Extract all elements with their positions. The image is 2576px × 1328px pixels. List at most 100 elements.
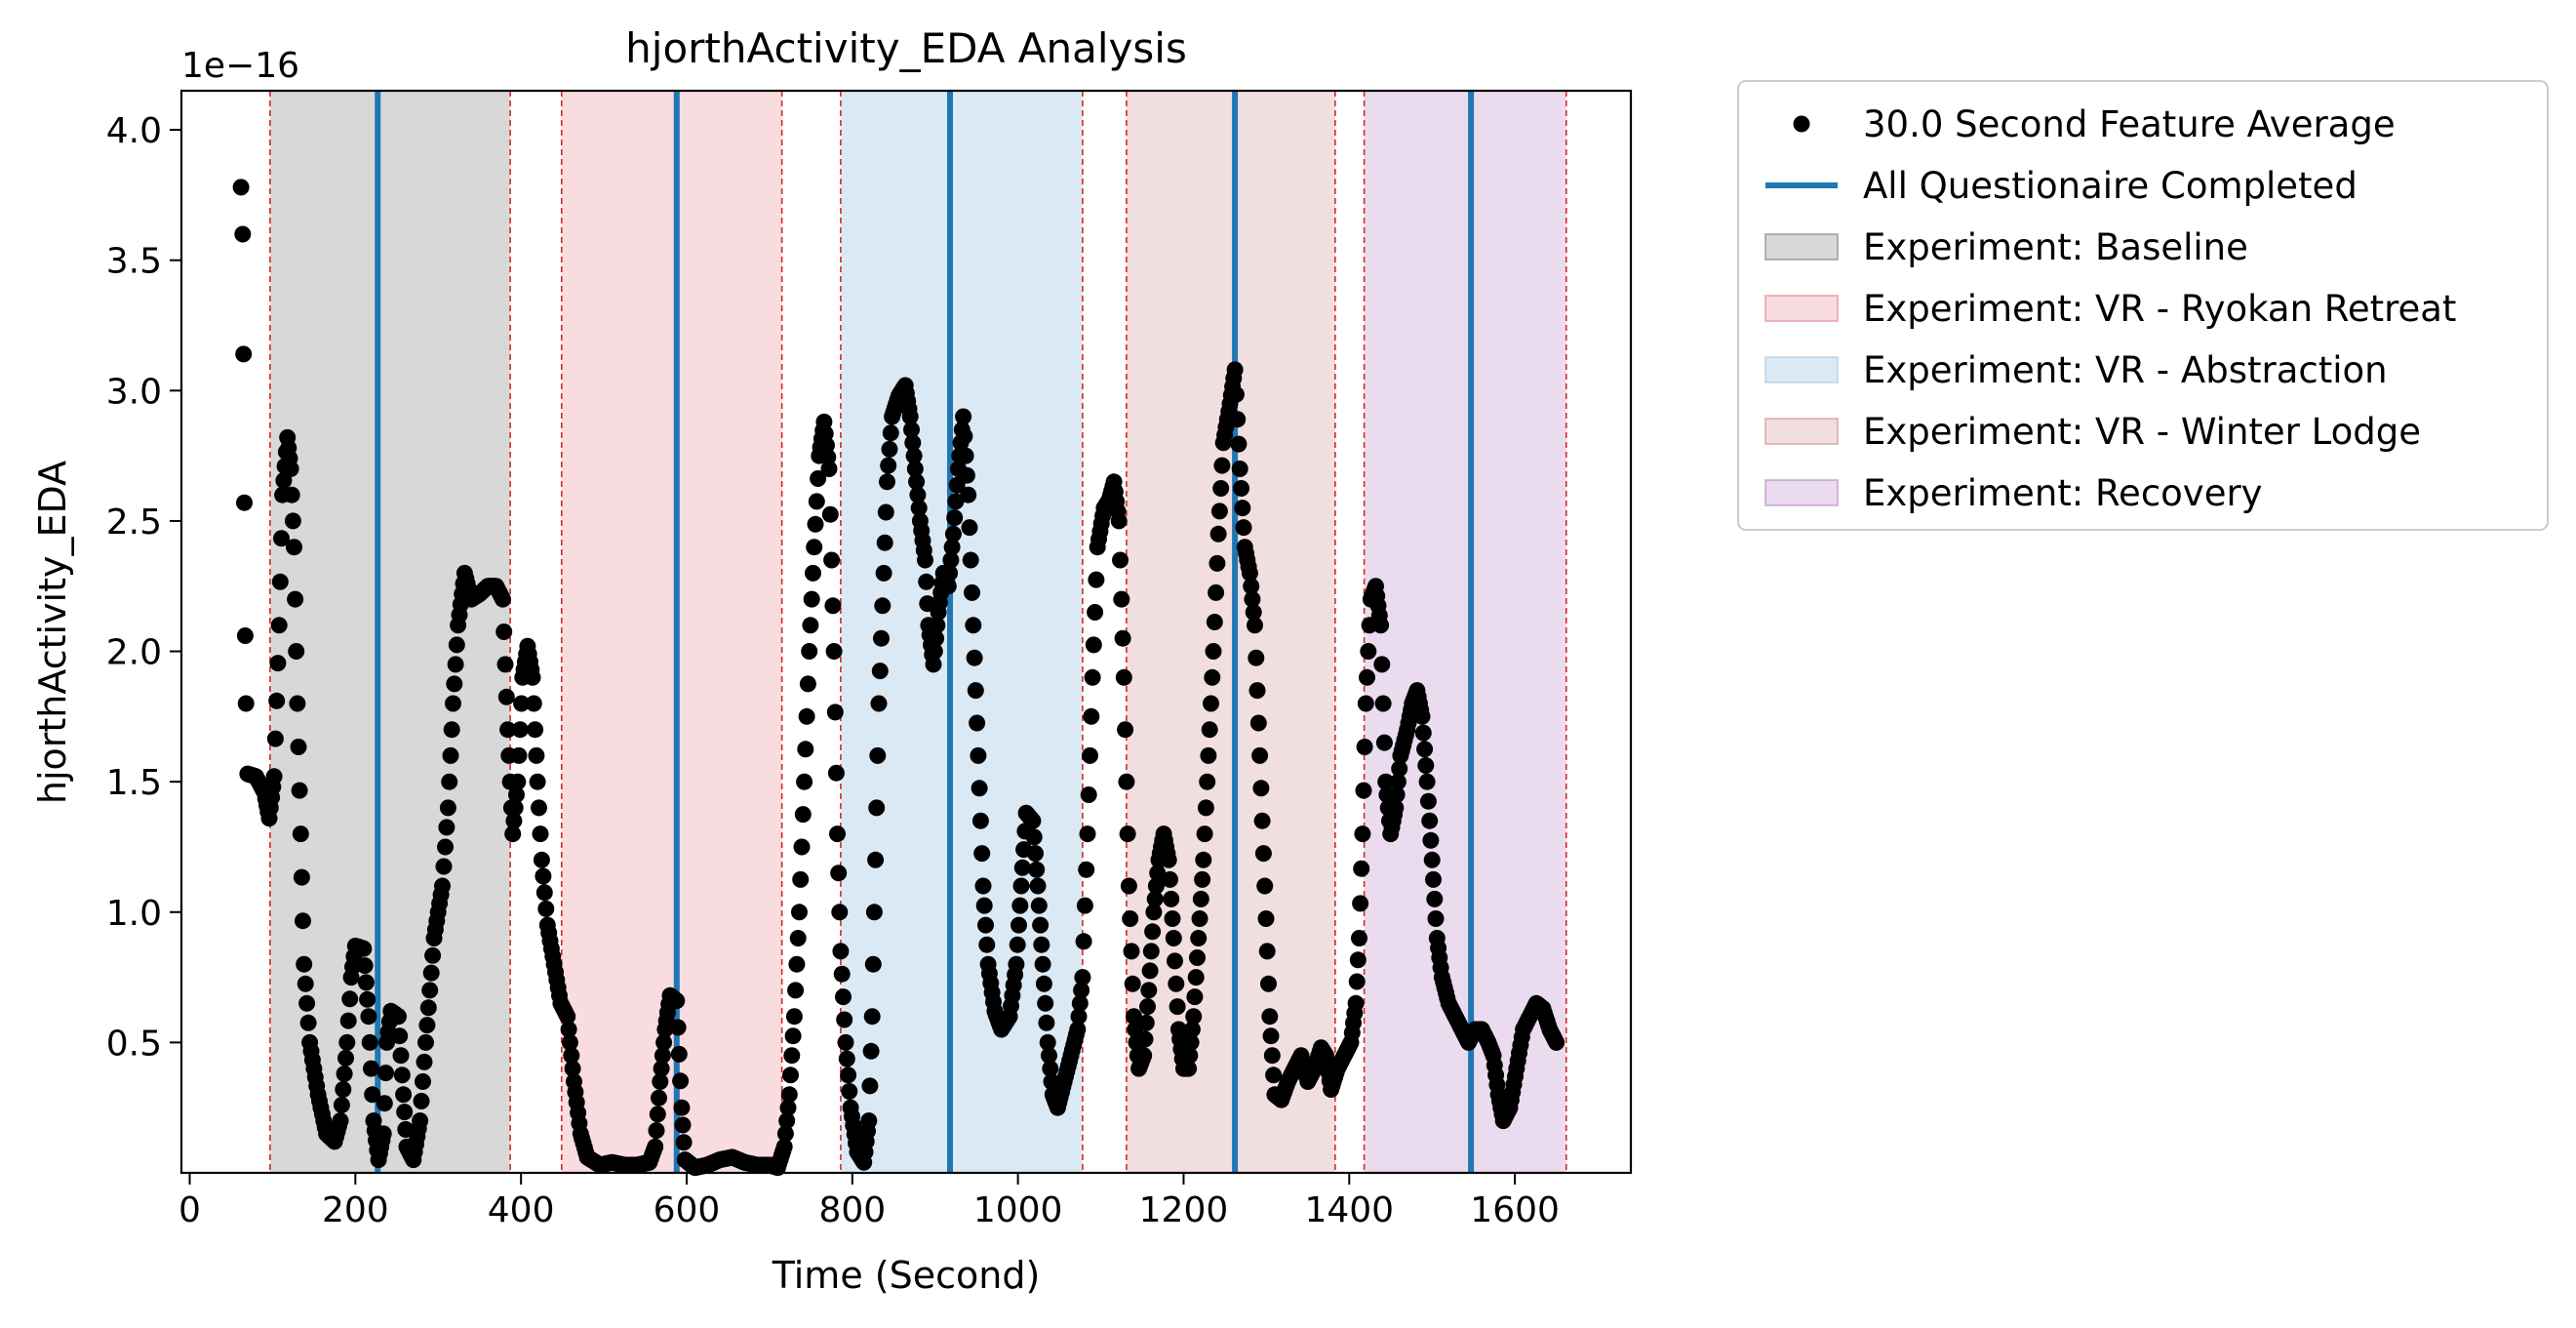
- data-point-563: [962, 551, 979, 569]
- data-point-486: [867, 851, 885, 868]
- data-point-801: [1262, 1027, 1280, 1045]
- data-point-599: [1009, 936, 1026, 953]
- data-point-682: [1114, 629, 1131, 647]
- data-point-874: [1356, 739, 1373, 755]
- data-point-567: [967, 682, 984, 700]
- data-point-703: [1140, 982, 1158, 999]
- data-point-157: [435, 858, 453, 875]
- data-point-123: [390, 1008, 407, 1026]
- data-point-755: [1205, 643, 1222, 660]
- data-point-333: [669, 1019, 687, 1036]
- data-point-26: [265, 768, 283, 785]
- data-point-526: [917, 551, 933, 569]
- data-point-774: [1229, 411, 1247, 428]
- data-point-679: [1110, 512, 1128, 530]
- data-point-437: [807, 515, 824, 533]
- data-point-691: [1126, 1008, 1142, 1026]
- data-point-420: [785, 1008, 803, 1026]
- data-point-148: [422, 964, 440, 982]
- data-point-779: [1235, 519, 1252, 537]
- data-point-798: [1258, 943, 1276, 960]
- data-point-777: [1233, 480, 1249, 497]
- data-point-704: [1141, 962, 1159, 980]
- data-point-867: [1348, 973, 1366, 990]
- data-point-568: [969, 714, 986, 732]
- data-point-158: [437, 838, 454, 856]
- data-point-575: [977, 916, 994, 934]
- data-point-81: [336, 1066, 353, 1082]
- data-point-751: [1200, 746, 1217, 764]
- legend-marker-patch-4: [1764, 356, 1839, 383]
- data-point-708: [1146, 890, 1164, 907]
- data-point-412: [775, 1138, 793, 1155]
- data-point-215: [511, 721, 529, 739]
- data-point-699: [1135, 1047, 1153, 1065]
- data-point-923: [1417, 757, 1435, 774]
- data-point-515: [903, 421, 920, 438]
- data-point-422: [788, 955, 806, 973]
- data-point-656: [1082, 746, 1098, 764]
- data-point-778: [1234, 500, 1251, 517]
- data-point-319: [652, 1073, 669, 1090]
- data-point-165: [446, 675, 463, 693]
- data-point-78: [332, 1112, 349, 1130]
- data-point-747: [1195, 851, 1212, 868]
- data-point-0: [232, 179, 250, 196]
- data-point-772: [1226, 361, 1244, 379]
- x-tick-label-8: 1600: [1470, 1190, 1560, 1230]
- data-point-866: [1347, 994, 1365, 1012]
- x-tick-label-5: 1000: [973, 1190, 1063, 1230]
- data-point-784: [1241, 564, 1258, 582]
- data-point-560: [958, 466, 975, 484]
- data-point-495: [877, 503, 894, 521]
- data-point-45: [288, 643, 305, 660]
- data-point-161: [441, 773, 458, 790]
- data-point-457: [831, 904, 849, 921]
- data-point-602: [1012, 877, 1030, 895]
- data-point-84: [339, 1012, 357, 1029]
- data-point-625: [1042, 1060, 1059, 1077]
- data-point-491: [873, 629, 890, 647]
- data-point-320: [653, 1060, 670, 1077]
- data-point-757: [1208, 584, 1225, 601]
- data-point-650: [1074, 969, 1091, 986]
- data-point-790: [1248, 682, 1266, 700]
- data-point-722: [1164, 910, 1181, 927]
- data-point-899: [1387, 799, 1405, 817]
- legend-label-2: Experiment: Baseline: [1863, 226, 2248, 268]
- data-point-31: [271, 573, 289, 590]
- data-point-98: [359, 990, 376, 1008]
- data-point-336: [673, 1099, 691, 1116]
- data-point-922: [1416, 741, 1434, 758]
- data-point-80: [335, 1081, 352, 1098]
- data-point-649: [1073, 982, 1090, 999]
- data-point-44: [287, 590, 304, 608]
- data-point-149: [424, 946, 442, 964]
- data-point-547: [942, 551, 960, 569]
- data-point-758: [1209, 554, 1226, 572]
- data-point-430: [798, 707, 815, 725]
- data-point-891: [1377, 773, 1395, 790]
- data-point-545: [939, 578, 957, 595]
- y-tick-label-0: 0.5: [106, 1024, 162, 1064]
- legend-marker-patch-5: [1764, 418, 1839, 445]
- data-point-255: [564, 1060, 581, 1077]
- data-point-527: [918, 573, 935, 590]
- data-point-101: [363, 1060, 379, 1077]
- data-point-890: [1375, 734, 1393, 751]
- data-point-795: [1254, 845, 1272, 863]
- data-point-232: [533, 851, 550, 868]
- data-point-226: [525, 695, 542, 712]
- data-point-709: [1147, 877, 1165, 895]
- data-point-572: [973, 845, 991, 863]
- data-point-40: [282, 461, 299, 477]
- data-point-550: [946, 509, 964, 527]
- data-point-646: [1069, 1021, 1087, 1038]
- data-point-775: [1230, 435, 1248, 453]
- data-point-735: [1180, 1060, 1198, 1077]
- data-point-799: [1260, 975, 1277, 992]
- data-point-561: [960, 486, 977, 503]
- legend-marker-dot: [1793, 115, 1810, 133]
- data-point-613: [1027, 845, 1044, 863]
